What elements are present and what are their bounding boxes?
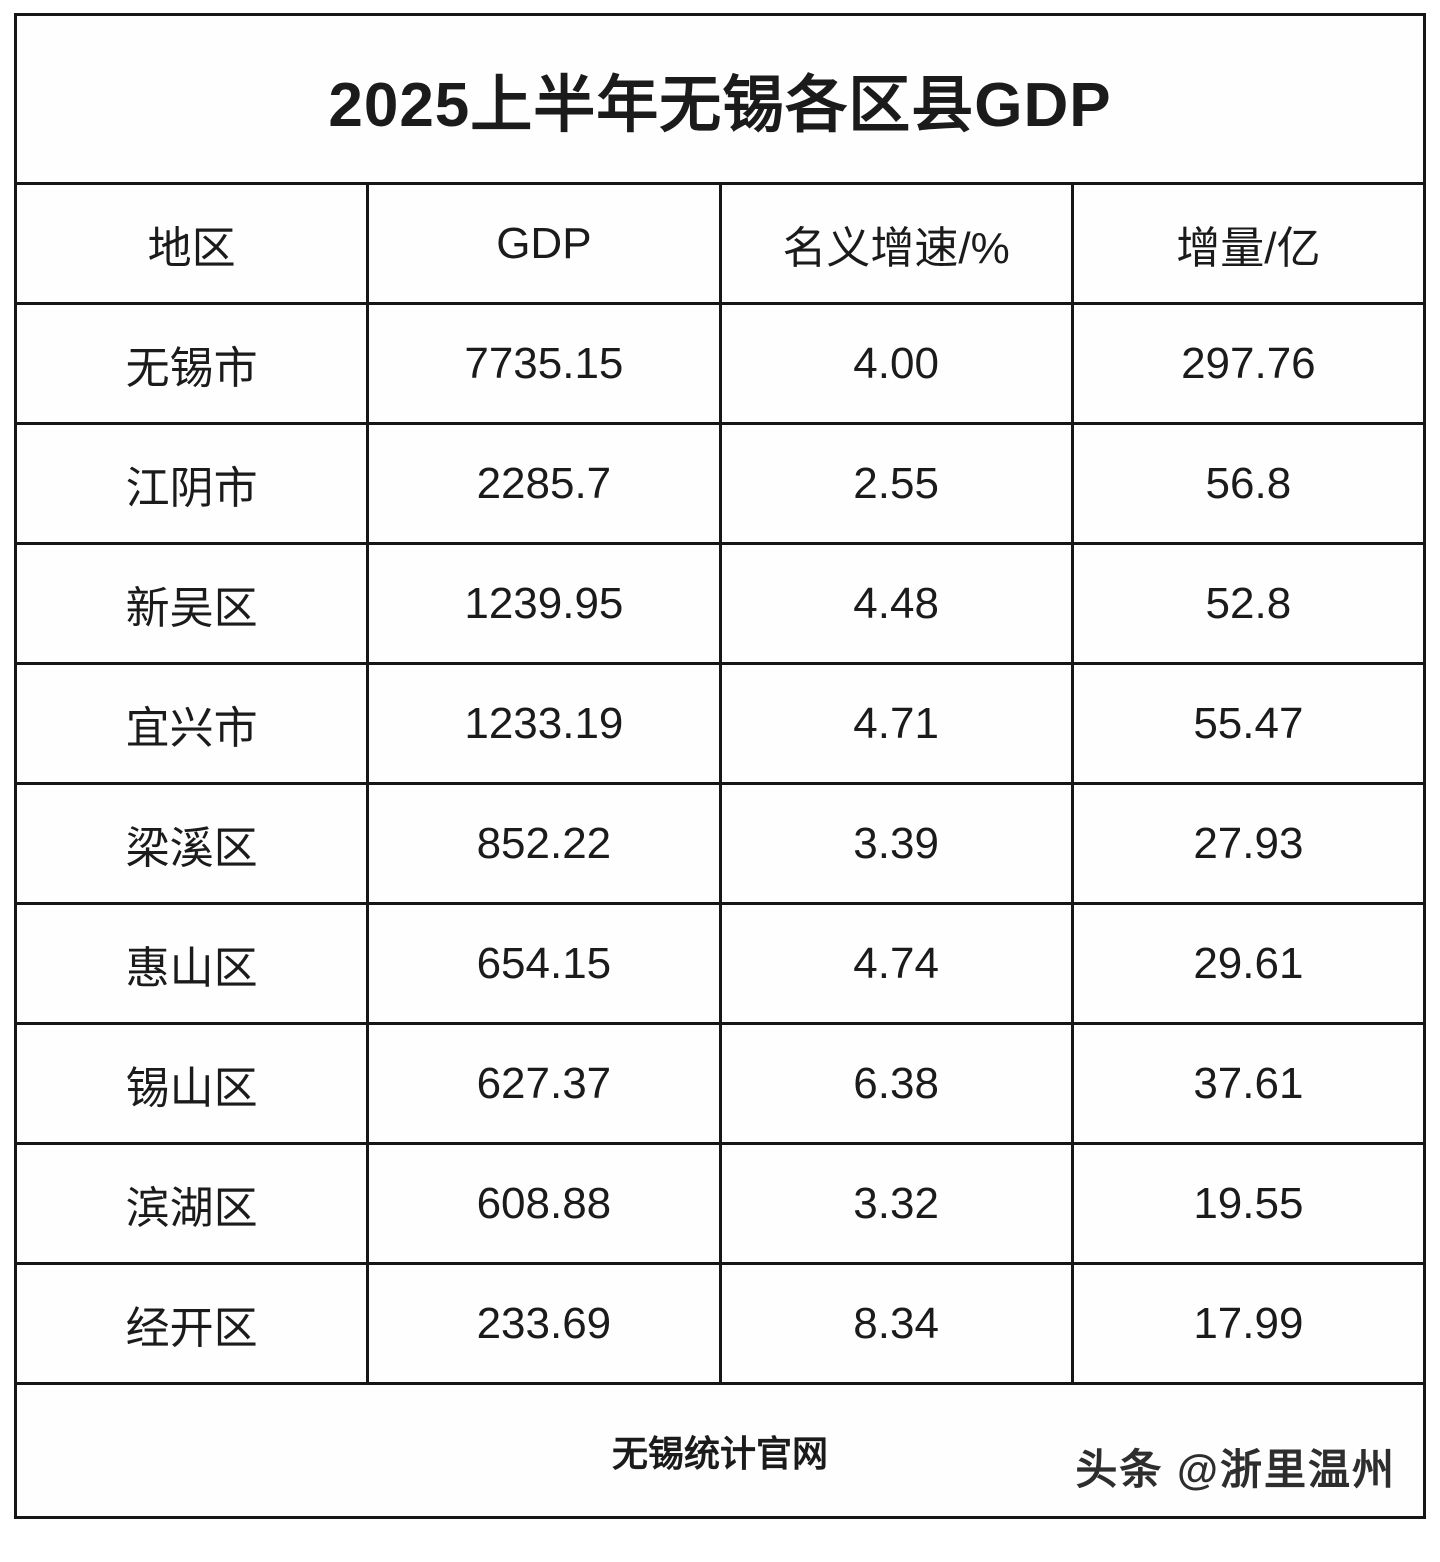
cell-gdp: 627.37 [366,1022,722,1145]
cell-region: 经开区 [13,1262,370,1385]
column-header-region: 地区 [13,182,370,305]
cell-gdp: 654.15 [366,902,722,1025]
cell-increment: 19.55 [1070,1142,1427,1265]
cell-region: 江阴市 [13,422,370,545]
cell-region: 宜兴市 [13,662,370,785]
data-source-label: 无锡统计官网 [14,1382,1426,1519]
table-row: 锡山区 627.37 6.38 37.61 [13,1022,1427,1145]
cell-gdp: 233.69 [366,1262,722,1385]
cell-increment: 56.8 [1070,422,1427,545]
cell-increment: 297.76 [1070,302,1427,425]
cell-gdp: 608.88 [366,1142,722,1265]
table-row: 滨湖区 608.88 3.32 19.55 [13,1142,1427,1265]
table-row: 无锡市 7735.15 4.00 297.76 [13,302,1427,425]
table-row: 江阴市 2285.7 2.55 56.8 [13,422,1427,545]
gdp-table-container: 2025上半年无锡各区县GDP 地区 GDP 名义增速/% 增量/亿 无锡市 7… [13,13,1427,1519]
table-row: 宜兴市 1233.19 4.71 55.47 [13,662,1427,785]
cell-growth: 4.71 [718,662,1074,785]
cell-increment: 17.99 [1070,1262,1427,1385]
table-row: 经开区 233.69 8.34 17.99 [13,1262,1427,1385]
cell-region: 锡山区 [13,1022,370,1145]
cell-gdp: 852.22 [366,782,722,905]
page-title: 2025上半年无锡各区县GDP [14,13,1426,185]
title-row: 2025上半年无锡各区县GDP [14,13,1426,185]
cell-growth: 3.39 [718,782,1074,905]
cell-region: 惠山区 [13,902,370,1025]
cell-growth: 4.48 [718,542,1074,665]
cell-region: 无锡市 [13,302,370,425]
gdp-table: 2025上半年无锡各区县GDP 地区 GDP 名义增速/% 增量/亿 无锡市 7… [13,13,1427,1519]
cell-growth: 6.38 [718,1022,1074,1145]
cell-region: 新吴区 [13,542,370,665]
cell-gdp: 1239.95 [366,542,722,665]
cell-increment: 37.61 [1070,1022,1427,1145]
cell-increment: 29.61 [1070,902,1427,1025]
table-foot: 无锡统计官网 [14,1382,1426,1519]
cell-increment: 52.8 [1070,542,1427,665]
cell-increment: 55.47 [1070,662,1427,785]
cell-increment: 27.93 [1070,782,1427,905]
column-header-growth: 名义增速/% [718,182,1074,305]
cell-gdp: 2285.7 [366,422,722,545]
table-head: 2025上半年无锡各区县GDP 地区 GDP 名义增速/% 增量/亿 [13,13,1427,305]
cell-region: 梁溪区 [13,782,370,905]
table-row: 惠山区 654.15 4.74 29.61 [13,902,1427,1025]
cell-gdp: 1233.19 [366,662,722,785]
cell-growth: 3.32 [718,1142,1074,1265]
cell-growth: 4.74 [718,902,1074,1025]
header-row: 地区 GDP 名义增速/% 增量/亿 [13,182,1427,305]
cell-growth: 8.34 [718,1262,1074,1385]
cell-region: 滨湖区 [13,1142,370,1265]
cell-gdp: 7735.15 [366,302,722,425]
footer-row: 无锡统计官网 [14,1382,1426,1519]
column-header-gdp: GDP [366,182,722,305]
cell-growth: 4.00 [718,302,1074,425]
table-row: 新吴区 1239.95 4.48 52.8 [13,542,1427,665]
watermark: 头条 @浙里温州 [1075,1446,1396,1493]
table-row: 梁溪区 852.22 3.39 27.93 [13,782,1427,905]
cell-growth: 2.55 [718,422,1074,545]
table-body: 无锡市 7735.15 4.00 297.76 江阴市 2285.7 2.55 … [13,302,1427,1385]
column-header-increment: 增量/亿 [1070,182,1427,305]
